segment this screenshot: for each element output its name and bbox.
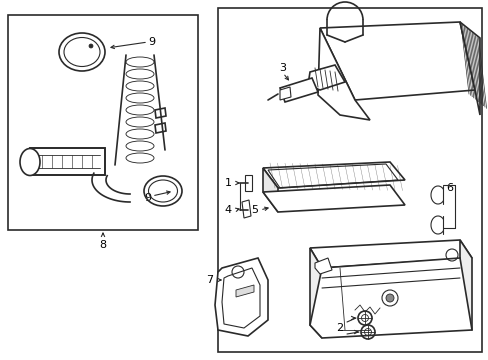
Polygon shape [280, 78, 317, 102]
Polygon shape [263, 168, 278, 212]
Text: 6: 6 [446, 183, 452, 193]
Polygon shape [309, 258, 471, 338]
Polygon shape [314, 258, 331, 274]
Polygon shape [459, 240, 471, 330]
Text: 1: 1 [224, 178, 231, 188]
Polygon shape [263, 185, 404, 212]
Text: 9: 9 [144, 193, 151, 203]
Polygon shape [263, 162, 404, 188]
Ellipse shape [20, 148, 40, 175]
Text: 4: 4 [224, 205, 231, 215]
Text: 5: 5 [251, 205, 258, 215]
Polygon shape [319, 22, 474, 100]
Text: 8: 8 [99, 240, 106, 250]
Polygon shape [215, 258, 267, 336]
Polygon shape [280, 87, 290, 100]
Polygon shape [30, 148, 105, 175]
Polygon shape [317, 28, 369, 120]
Circle shape [89, 44, 93, 48]
Text: 9: 9 [148, 37, 155, 47]
Polygon shape [459, 22, 479, 115]
Bar [218, 8, 481, 352]
Text: 3: 3 [279, 63, 286, 73]
Polygon shape [236, 285, 253, 297]
Polygon shape [307, 65, 345, 90]
Polygon shape [309, 240, 471, 268]
Bar [8, 15, 198, 230]
Circle shape [385, 294, 393, 302]
Text: 2: 2 [336, 323, 343, 333]
Text: 7: 7 [206, 275, 213, 285]
Polygon shape [309, 248, 321, 338]
